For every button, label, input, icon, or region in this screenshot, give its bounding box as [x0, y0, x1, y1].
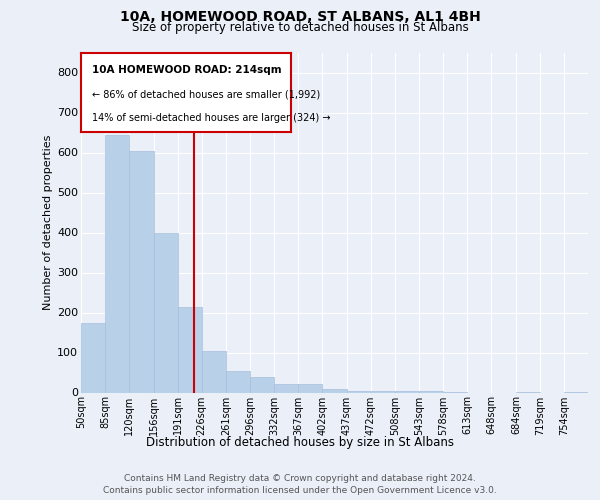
Bar [202, 350, 226, 393]
Bar [274, 384, 298, 392]
Text: Contains public sector information licensed under the Open Government Licence v3: Contains public sector information licen… [103, 486, 497, 495]
Bar [371, 390, 395, 392]
Bar [178, 306, 202, 392]
Bar [81, 322, 105, 392]
Bar [347, 390, 371, 392]
Bar [226, 370, 250, 392]
Text: Distribution of detached houses by size in St Albans: Distribution of detached houses by size … [146, 436, 454, 449]
Text: Contains HM Land Registry data © Crown copyright and database right 2024.: Contains HM Land Registry data © Crown c… [124, 474, 476, 483]
Text: 10A, HOMEWOOD ROAD, ST ALBANS, AL1 4BH: 10A, HOMEWOOD ROAD, ST ALBANS, AL1 4BH [119, 10, 481, 24]
Bar [129, 150, 154, 392]
Y-axis label: Number of detached properties: Number of detached properties [43, 135, 53, 310]
Bar [298, 384, 322, 392]
Bar [250, 378, 274, 392]
Text: Size of property relative to detached houses in St Albans: Size of property relative to detached ho… [131, 22, 469, 35]
Bar [154, 232, 178, 392]
Bar [322, 388, 347, 392]
Bar [105, 134, 129, 392]
